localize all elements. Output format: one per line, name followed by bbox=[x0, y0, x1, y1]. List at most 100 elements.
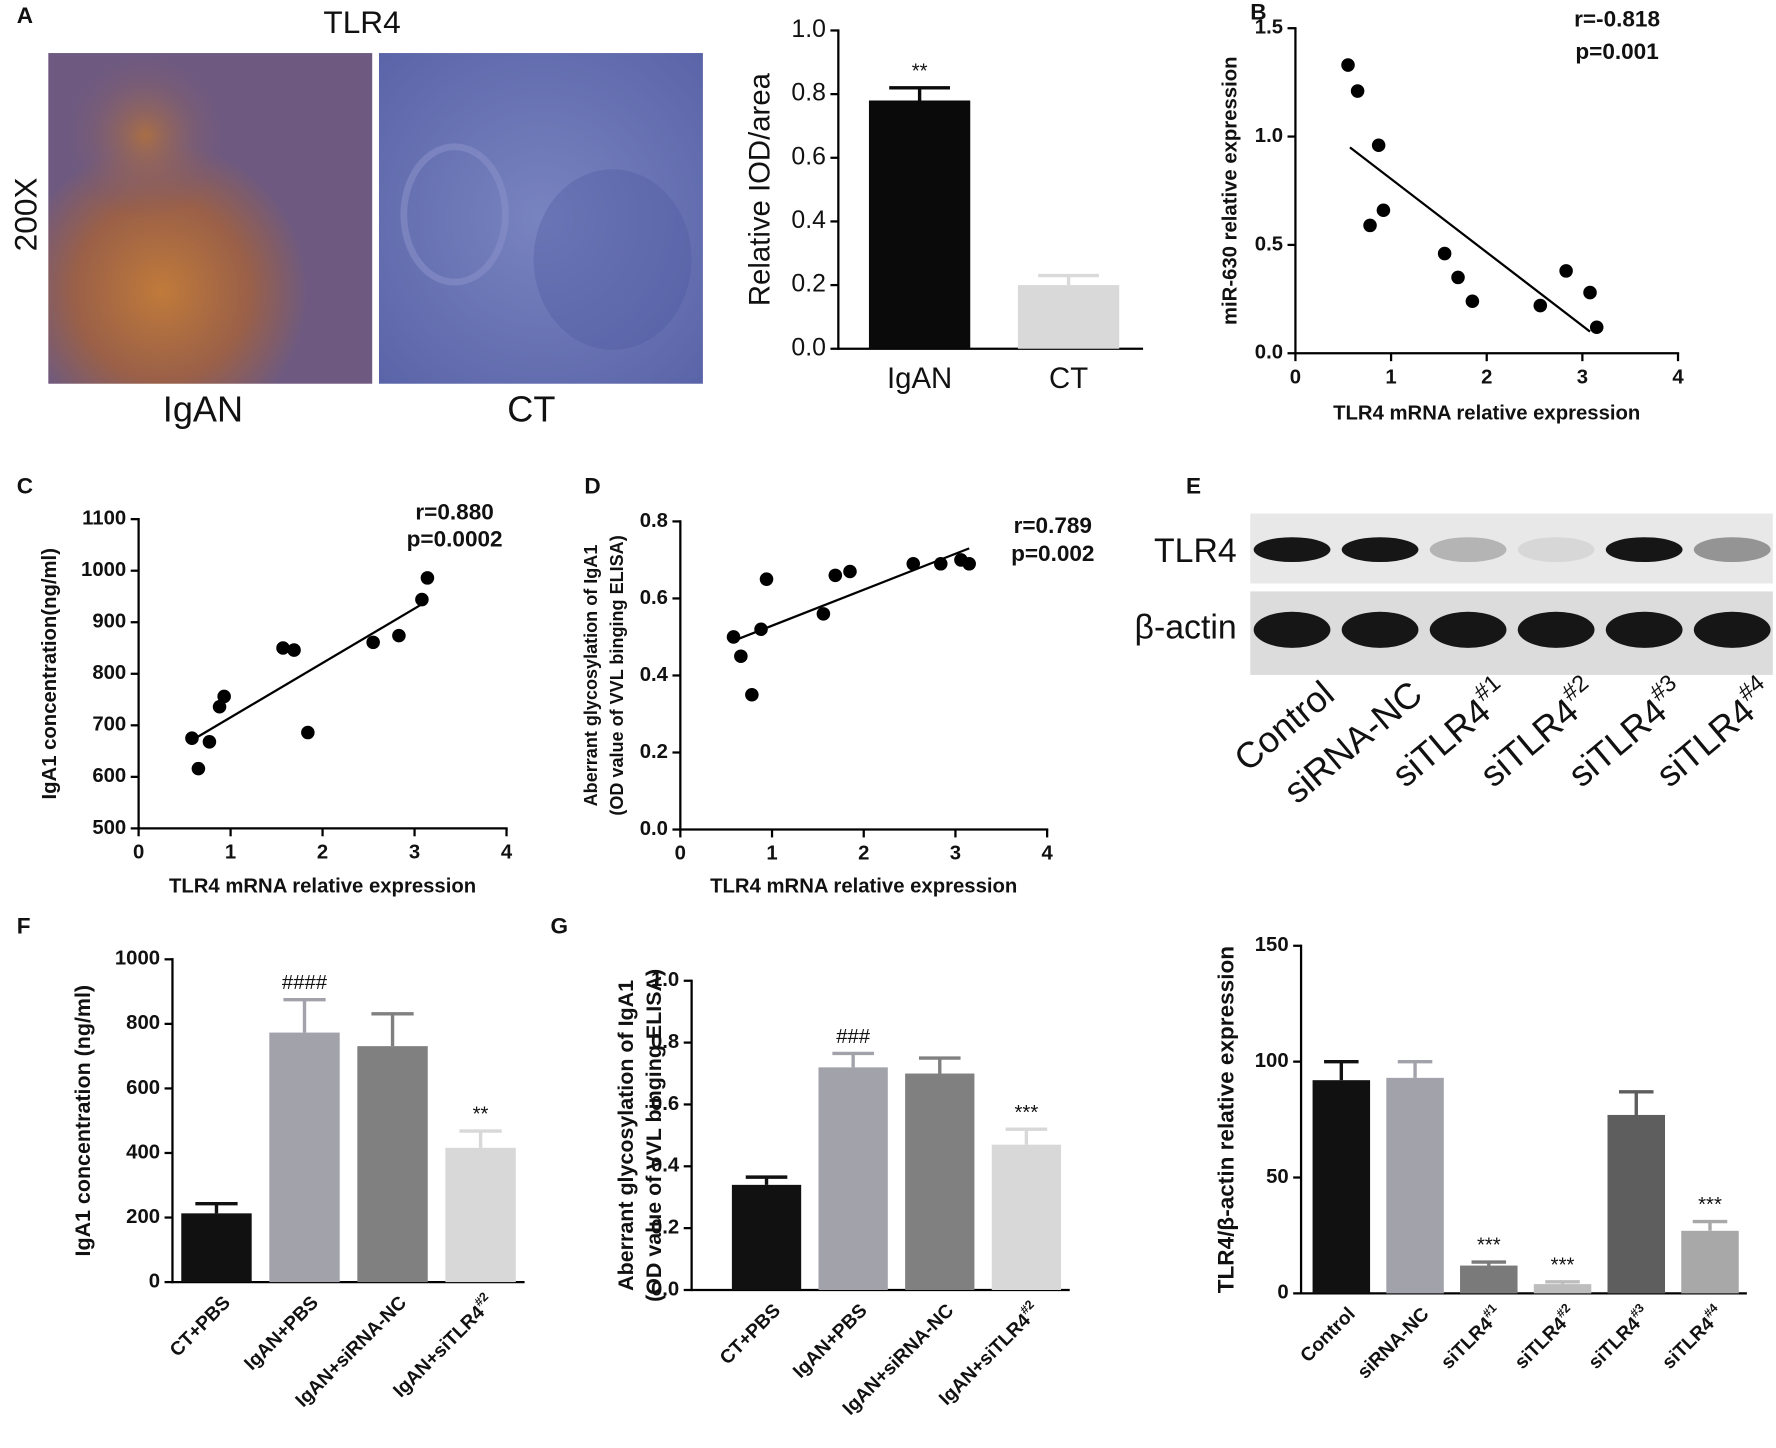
y-axis-label: TLR4/β-actin relative expression bbox=[1214, 946, 1239, 1293]
x-tick-label: siTLR4#3 bbox=[1582, 1301, 1655, 1374]
x-tick-label: 4 bbox=[1672, 366, 1684, 388]
error-bar bbox=[1619, 1090, 1654, 1115]
x-tick-label-text: siTLR4 bbox=[1585, 1313, 1645, 1373]
error-bar bbox=[1005, 1127, 1048, 1145]
y-axis-label: Aberrant glycosylation of IgA1 bbox=[614, 980, 638, 1291]
panel-letter: G bbox=[551, 914, 569, 939]
y-tick-label: 1.0 bbox=[651, 969, 679, 991]
y-tick-label: 0.8 bbox=[791, 80, 826, 107]
blot-band bbox=[1605, 537, 1683, 563]
bar bbox=[818, 1067, 888, 1290]
scatter-point bbox=[415, 592, 429, 607]
x-tick-label: 2 bbox=[1481, 366, 1492, 388]
x-tick-label: IgAN+PBS bbox=[241, 1292, 323, 1374]
error-bar bbox=[1397, 1059, 1433, 1078]
y-axis-label: Relative IOD/area bbox=[743, 72, 776, 306]
panel-letter: D bbox=[584, 474, 600, 499]
annotation: p=0.0002 bbox=[407, 527, 503, 552]
scatter-point bbox=[1376, 203, 1391, 218]
ct-image bbox=[378, 53, 703, 384]
error-bar bbox=[889, 86, 950, 101]
scatter-point bbox=[726, 630, 741, 644]
scatter-point bbox=[276, 641, 290, 655]
bar bbox=[269, 1032, 340, 1283]
scatter-point bbox=[1437, 246, 1452, 261]
scatter-point bbox=[1465, 294, 1480, 309]
bar bbox=[868, 100, 971, 349]
y-tick-label: 800 bbox=[92, 662, 126, 684]
bar bbox=[1386, 1077, 1444, 1294]
scatter-point bbox=[191, 761, 206, 776]
histology-images bbox=[48, 53, 703, 384]
bar-annotation: *** bbox=[1477, 1235, 1501, 1257]
y-tick-label: 1.0 bbox=[791, 16, 826, 43]
error-bar bbox=[1545, 1280, 1580, 1285]
scatter-point bbox=[828, 568, 843, 583]
y-axis-label: miR-630 relative expression bbox=[1219, 56, 1241, 325]
bar-annotation: *** bbox=[1015, 1102, 1039, 1124]
x-tick-label: CT+PBS bbox=[166, 1292, 235, 1361]
y-tick-label: 0.2 bbox=[651, 1217, 679, 1239]
y-axis-label: IgA1 concentration (ng/ml) bbox=[71, 985, 95, 1257]
scatter-point bbox=[759, 572, 774, 586]
image-label: IgAN bbox=[163, 388, 243, 429]
scatter-point bbox=[754, 622, 768, 637]
scatter-point bbox=[392, 628, 406, 643]
x-tick-label: 0 bbox=[1290, 366, 1301, 388]
blot-row-label: TLR4 bbox=[1154, 532, 1237, 570]
bar bbox=[1017, 285, 1120, 349]
image-title: TLR4 bbox=[323, 4, 400, 40]
y-tick-label: 400 bbox=[126, 1141, 160, 1163]
y-tick-label: 1000 bbox=[115, 948, 160, 970]
image-label: CT bbox=[507, 388, 555, 429]
blot-band bbox=[1253, 537, 1331, 563]
y-tick-label: 0.6 bbox=[651, 1093, 679, 1115]
y-tick-label: 50 bbox=[1266, 1166, 1289, 1188]
scatter-point bbox=[1559, 264, 1573, 278]
y-tick-label: 0.4 bbox=[640, 664, 669, 686]
x-tick-label: 2 bbox=[317, 842, 328, 864]
x-tick-label-text: IgAN+siTLR4 bbox=[935, 1310, 1035, 1410]
x-tick-label: IgAN+PBS bbox=[789, 1300, 871, 1382]
blot-band bbox=[1253, 611, 1331, 648]
x-tick-label: CT+PBS bbox=[716, 1300, 785, 1369]
scatter-point bbox=[843, 564, 857, 579]
y-tick-label: 0.8 bbox=[640, 510, 668, 532]
scatter-point bbox=[816, 607, 831, 621]
annotation: p=0.002 bbox=[1011, 541, 1094, 566]
bar bbox=[905, 1073, 975, 1290]
y-axis-label: Aberrant glycosylation of IgA1 bbox=[581, 545, 601, 807]
y-tick-label: 0.6 bbox=[791, 143, 826, 170]
y-tick-label: 600 bbox=[126, 1077, 160, 1099]
y-tick-label: 0.0 bbox=[651, 1278, 679, 1300]
blot-band bbox=[1517, 537, 1595, 563]
x-tick-label: IgAN bbox=[887, 362, 952, 395]
panel-letter: F bbox=[17, 914, 31, 939]
y-axis-label: (OD value of VVL binging ELISA) bbox=[642, 969, 666, 1302]
scatter-point bbox=[420, 571, 435, 585]
fit-line bbox=[1349, 146, 1591, 333]
panel-letter: A bbox=[17, 3, 33, 28]
y-tick-label: 900 bbox=[92, 611, 126, 633]
blot-band bbox=[1693, 537, 1771, 563]
scatter-point bbox=[366, 635, 380, 650]
y-tick-label: 1.0 bbox=[1255, 125, 1283, 147]
scatter-point bbox=[933, 557, 948, 571]
bar bbox=[445, 1147, 516, 1283]
y-tick-label: 0.0 bbox=[1255, 342, 1283, 364]
blot-strip bbox=[1250, 513, 1773, 584]
magnification: 200X bbox=[7, 178, 43, 252]
scatter-point bbox=[906, 557, 921, 571]
error-bar bbox=[832, 1051, 874, 1068]
y-tick-label: 0.8 bbox=[651, 1031, 679, 1053]
x-tick-label: CT bbox=[1049, 362, 1088, 395]
y-tick-label: 150 bbox=[1255, 934, 1289, 956]
y-axis-label: (OD value of VVL binging ELISA) bbox=[607, 535, 627, 815]
bar bbox=[181, 1213, 252, 1283]
fit-line bbox=[191, 603, 423, 742]
y-tick-label: 1000 bbox=[81, 559, 126, 581]
y-tick-label: 0.6 bbox=[640, 587, 668, 609]
x-tick-label: 4 bbox=[501, 842, 513, 864]
